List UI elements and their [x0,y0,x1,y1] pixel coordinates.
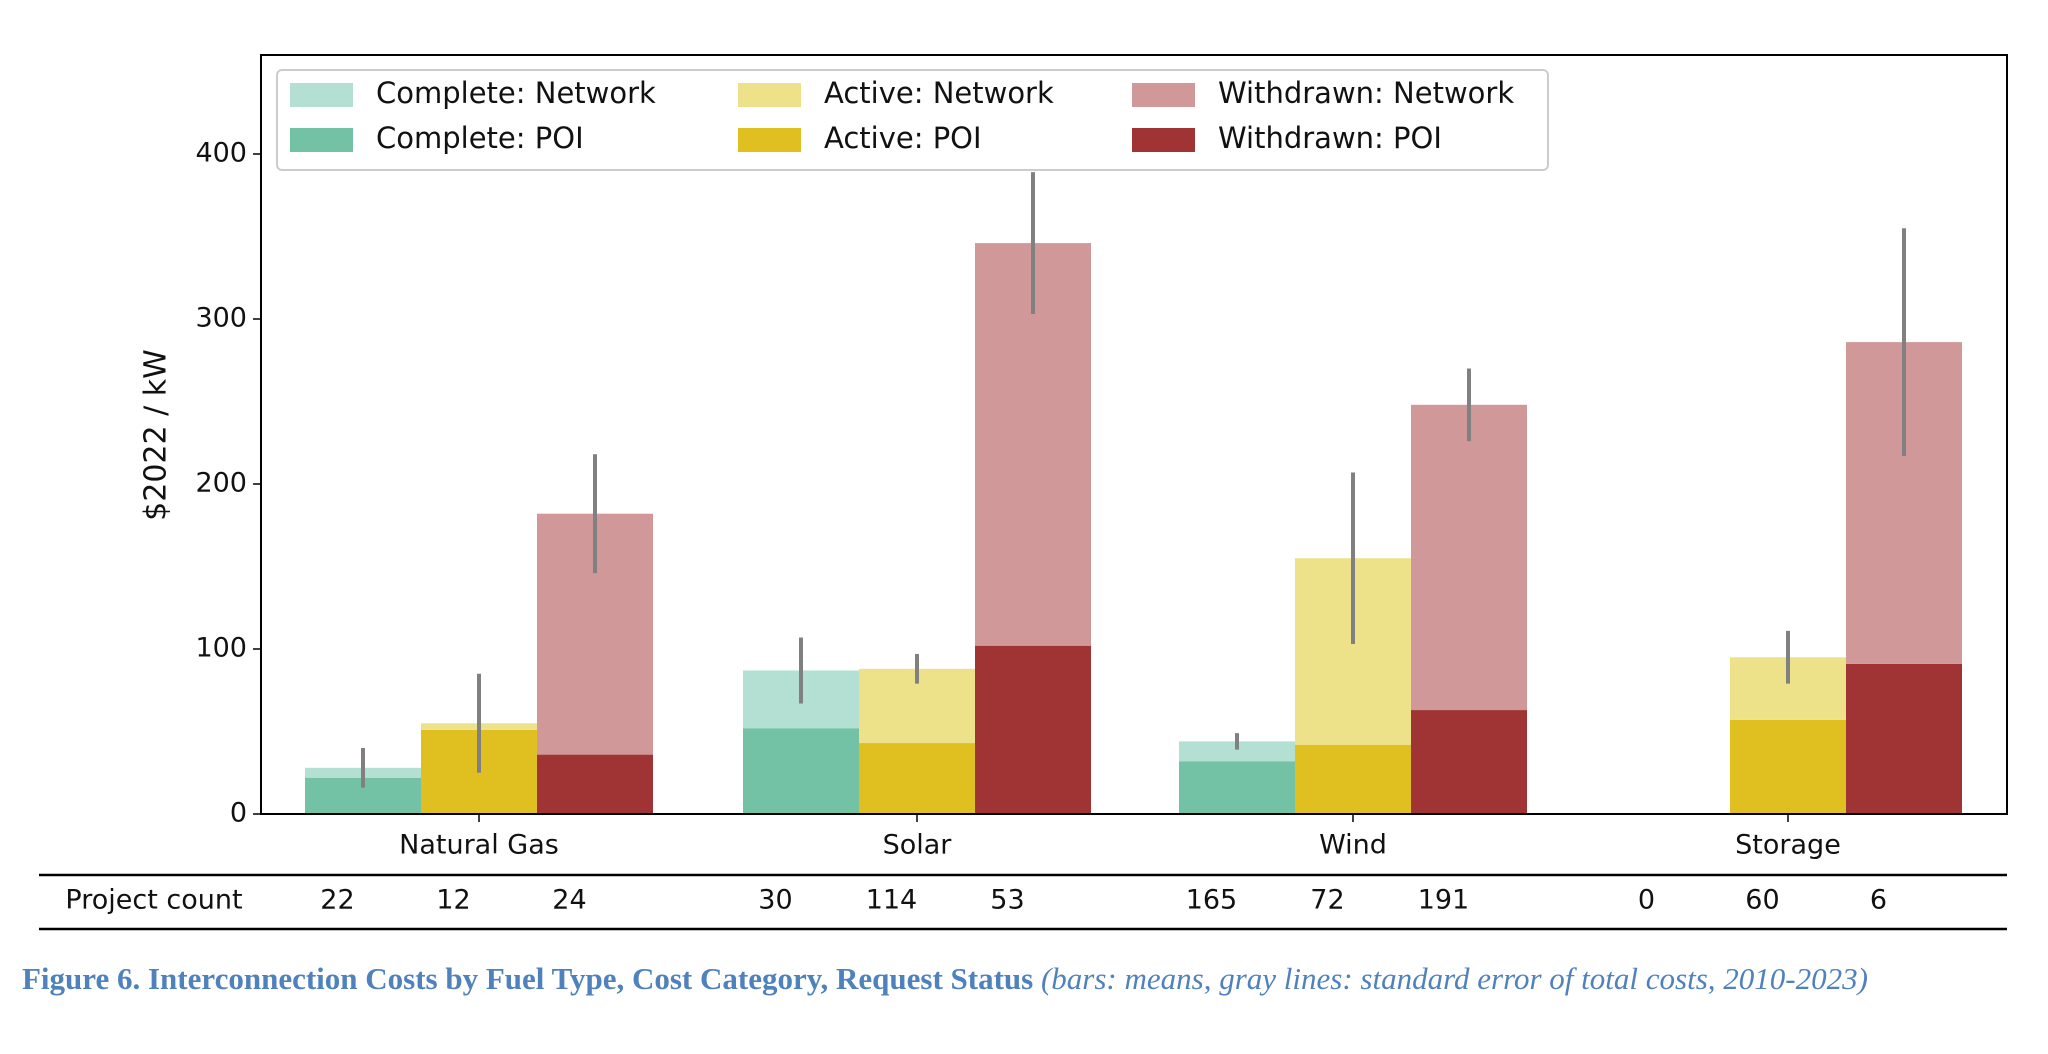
project-count: 24 [552,885,586,916]
x-tick-label: Wind [1319,830,1387,861]
project-count: 53 [990,885,1024,916]
legend-label: Active: Network [824,76,1054,110]
project-count: 72 [1310,885,1344,916]
legend-swatch [1132,83,1195,107]
x-tick-label: Natural Gas [399,830,559,861]
caption-title: Figure 6. Interconnection Costs by Fuel … [22,961,1034,996]
project-count: 6 [1870,885,1887,916]
legend-label: Complete: POI [376,121,584,155]
bar [1730,719,1846,814]
x-tick-label: Solar [883,830,953,861]
project-count: 22 [320,885,354,916]
y-tick-label: 200 [195,468,247,499]
caption-note: (bars: means, gray lines: standard error… [1040,961,1868,996]
y-axis-label: $2022 / kW [139,349,174,521]
project-count: 114 [866,885,918,916]
legend-box [276,69,1549,171]
plot-frame [260,54,2008,815]
legend-swatch [290,83,353,107]
bar [1295,744,1411,814]
legend-label: Withdrawn: POI [1218,121,1442,155]
bar [1179,741,1295,762]
project-count: 165 [1186,885,1238,916]
project-count: 0 [1638,885,1655,916]
y-tick-label: 0 [230,798,247,829]
y-tick-label: 100 [195,633,247,664]
legend-label: Withdrawn: Network [1218,76,1514,110]
bar [975,645,1091,814]
bar [1411,404,1527,711]
legend-swatch [290,128,353,152]
project-count: 12 [436,885,470,916]
bar [537,754,653,814]
project-count: 60 [1745,885,1779,916]
y-tick-label: 300 [195,303,247,334]
y-tick-label: 400 [195,138,247,169]
legend-swatch [738,83,801,107]
bar [1411,710,1527,814]
project-count: 30 [758,885,792,916]
project-count: 191 [1418,885,1470,916]
bar [1179,761,1295,814]
bar [1846,663,1962,814]
legend-swatch [1132,128,1195,152]
legend-swatch [738,128,801,152]
bar [743,728,859,814]
x-tick-label: Storage [1735,830,1841,861]
table-label: Project count [65,885,242,916]
legend-label: Active: POI [824,121,982,155]
caption: Figure 6. Interconnection Costs by Fuel … [22,958,2032,999]
legend-label: Complete: Network [376,76,656,110]
bar [859,743,975,814]
